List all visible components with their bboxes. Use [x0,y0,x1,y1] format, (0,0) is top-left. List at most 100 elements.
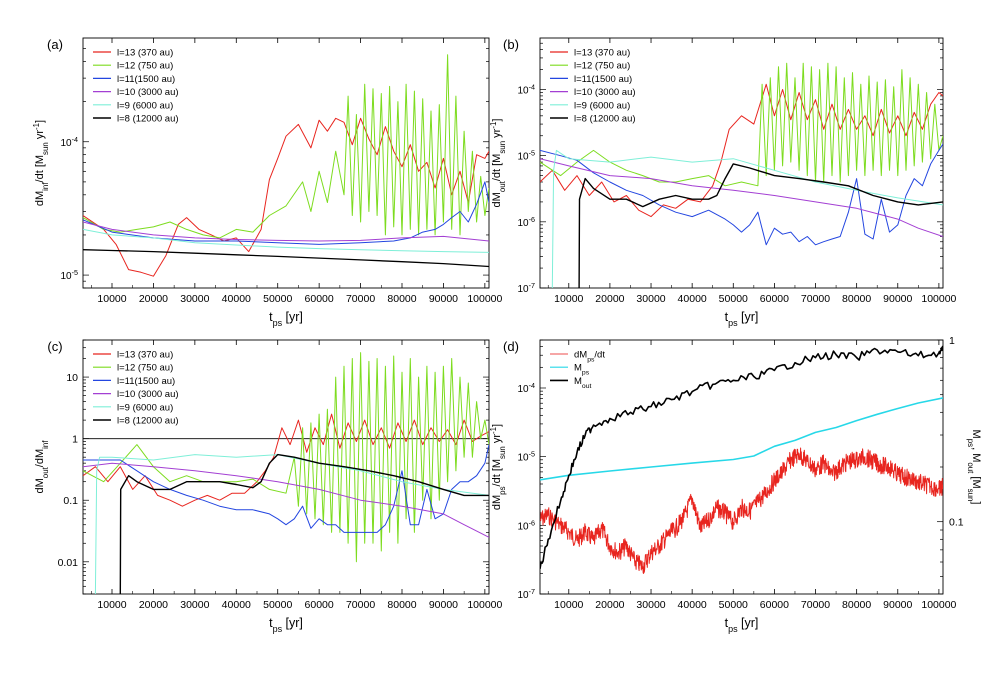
series-line-l-8-12000-au- [578,163,943,288]
series-line-l-12-750-au- [83,352,489,563]
x-tick-label: 10000 [554,599,583,611]
x-tick-label: 40000 [678,599,707,611]
x-tick-label: 30000 [636,599,665,611]
x-axis-label: tps [yr] [269,616,303,634]
series-line-mps [540,397,943,481]
legend-label: l=8 (12000 au) [574,114,636,125]
series-line-l-9-6000-au- [94,454,489,594]
y-axis-label: dMout/dt [Msun yr-1] [489,119,507,208]
legend-label: dMps/dt [574,350,605,364]
y-tick-label: 10-4 [517,82,535,97]
legend-label: l=10 (3000 au) [574,87,636,98]
legend-label: l=13 (370 au) [117,350,173,361]
legend-label: l=10 (3000 au) [117,87,179,98]
x-tick-label: 100000 [467,293,502,305]
series-line-l-13-370-au- [540,83,943,218]
x-tick-label: 50000 [263,293,292,305]
series-line-l-10-3000-au- [540,158,943,237]
y2-tick-label: 1 [949,335,955,347]
x-tick-label: 50000 [263,599,292,611]
x-tick-label: 70000 [346,599,375,611]
y-tick-label: 10-4 [60,134,78,149]
x-tick-label: 60000 [305,599,334,611]
plot-frame [539,37,944,289]
x-tick-label: 70000 [801,293,830,305]
plot-frame [82,339,490,595]
y-tick-label: 10-7 [517,587,535,602]
y2-tick-label: 0.1 [949,517,964,529]
y-tick-label: 1 [72,434,78,446]
x-axis-label: tps [yr] [725,310,759,328]
x-tick-label: 90000 [883,293,912,305]
y-tick-label: 0.1 [63,495,78,507]
y-axis-label: dMout/dMinf [34,440,50,494]
panel-label: (d) [503,339,519,354]
series-line-l-11-1500-au- [540,143,943,246]
x-axis-label: tps [yr] [725,616,759,634]
series-line-dmps-dt [540,447,943,574]
x-tick-label: 60000 [760,293,789,305]
x-tick-label: 60000 [760,599,789,611]
series-line-l-11-1500-au- [83,444,489,533]
y2-axis-label: Mps, Mout [Msun] [967,430,983,505]
x-tick-label: 10000 [554,293,583,305]
panel-d: 10000 20000 30000 40000 50000 60000 70000 80000… [489,335,983,634]
legend-label: l=10 (3000 au) [117,389,179,400]
x-tick-label: 40000 [222,293,251,305]
x-tick-label: 20000 [139,293,168,305]
x-tick-label: 90000 [429,293,458,305]
y-axis-label: dMps/dt [Msun yr-1] [489,424,507,510]
x-tick-label: 20000 [595,293,624,305]
series-line-l-13-370-au- [83,413,489,507]
x-tick-label: 70000 [801,599,830,611]
panel-label: (c) [47,339,62,354]
x-axis-label: tps [yr] [269,310,303,328]
panel-label: (b) [503,37,519,52]
x-tick-label: 80000 [387,599,416,611]
x-tick-label: 100000 [921,293,956,305]
legend-label: l=12 (750 au) [117,363,173,374]
x-tick-label: 100000 [467,599,502,611]
x-tick-label: 40000 [678,293,707,305]
x-tick-label: 20000 [595,599,624,611]
x-tick-label: 80000 [842,599,871,611]
y-tick-label: 10-6 [517,214,535,229]
y-tick-label: 10 [66,372,78,384]
y-tick-label: 10-7 [517,281,535,296]
legend-label: l=8 (12000 au) [117,114,179,125]
y-tick-label: 10-5 [517,449,535,464]
x-tick-label: 30000 [636,293,665,305]
x-tick-label: 30000 [180,293,209,305]
x-tick-label: 90000 [429,599,458,611]
legend-label: l=12 (750 au) [117,61,173,72]
legend-label: l=11(1500 au) [117,74,175,85]
x-tick-label: 100000 [921,599,956,611]
x-tick-label: 20000 [139,599,168,611]
legend-label: l=8 (12000 au) [117,416,179,427]
x-tick-label: 60000 [305,293,334,305]
legend-label: l=13 (370 au) [574,48,630,59]
legend-label: l=9 (6000 au) [117,402,173,413]
y-axis-label: dMinf/dt [Msun yr-1] [32,120,50,206]
legend-label: Mps [574,363,590,377]
series-line-l-9-6000-au- [83,228,489,253]
y-tick-label: 10-6 [517,518,535,533]
series-line-l-8-12000-au- [119,453,489,594]
plot-frame [82,37,490,289]
x-tick-label: 40000 [222,599,251,611]
series-line-l-9-6000-au- [551,149,943,288]
series-line-l-12-750-au- [83,54,489,239]
legend-label: l=11(1500 au) [574,74,632,85]
legend-label: Mout [574,376,592,390]
legend-label: l=9 (6000 au) [117,100,173,111]
x-tick-label: 10000 [97,293,126,305]
y-tick-label: 10-5 [517,148,535,163]
legend-label: l=9 (6000 au) [574,100,630,111]
panel-b: 10000 20000 30000 40000 50000 60000 70000 80000… [489,37,957,328]
x-tick-label: 30000 [180,599,209,611]
panel-a: 10000 20000 30000 40000 50000 60000 70000 80000… [32,37,503,328]
x-tick-label: 90000 [883,599,912,611]
x-tick-label: 10000 [97,599,126,611]
x-tick-label: 50000 [719,293,748,305]
